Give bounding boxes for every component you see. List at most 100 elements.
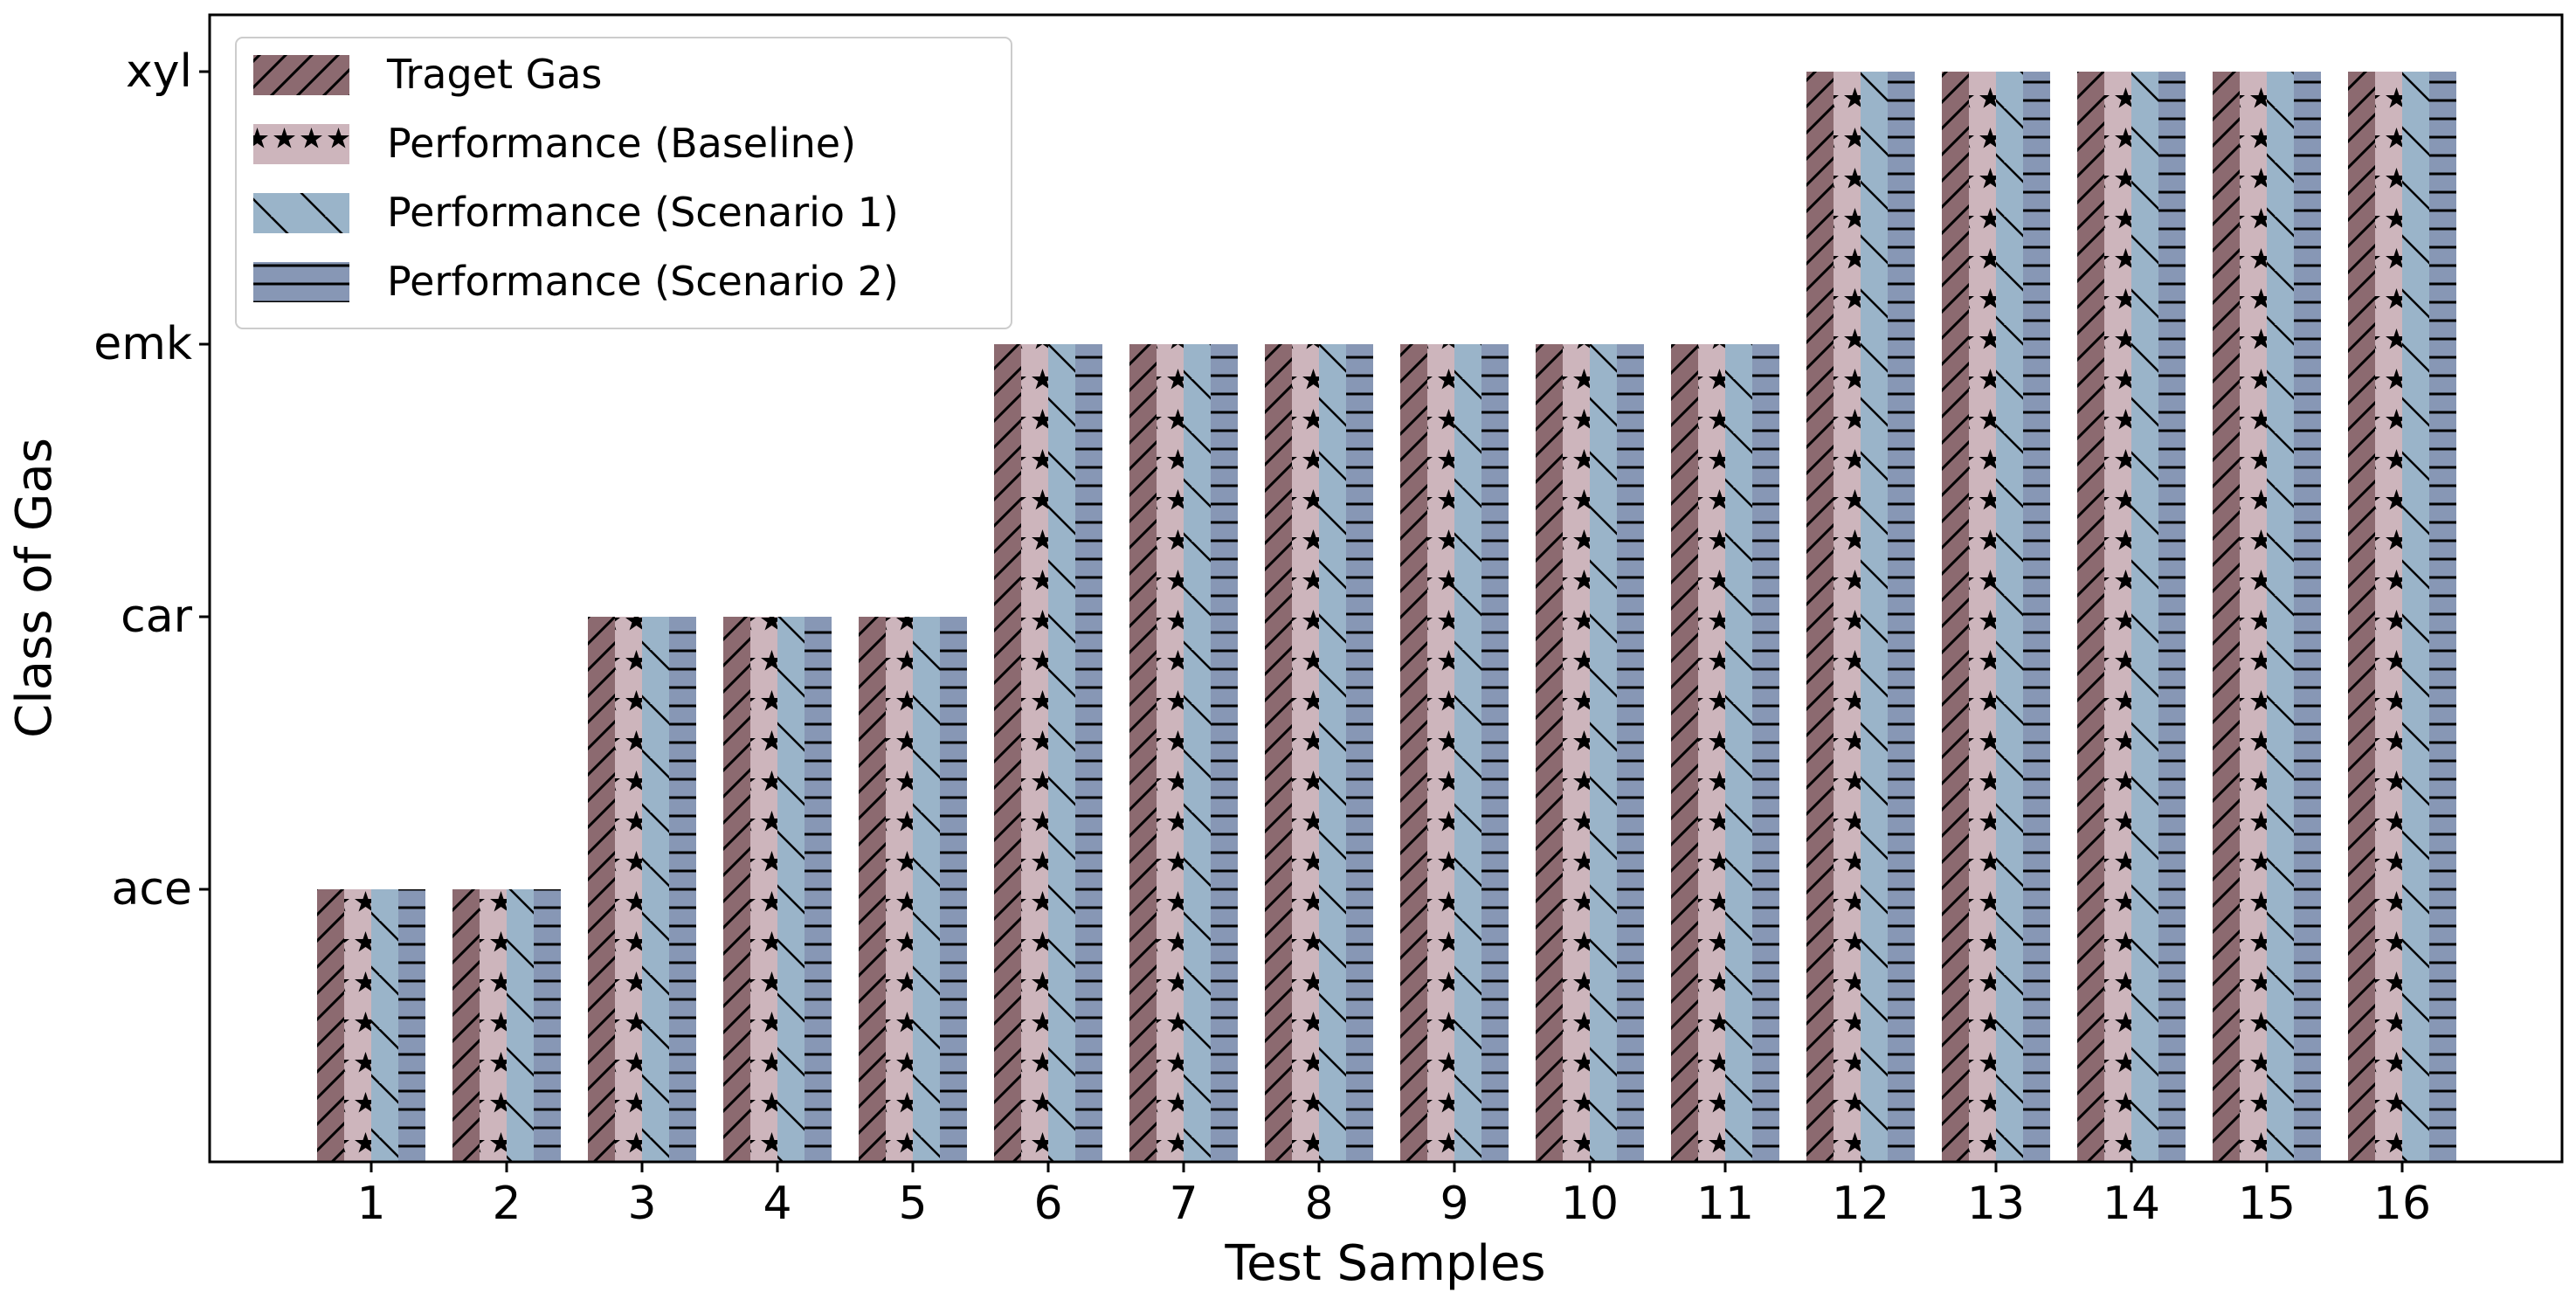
x-tick-label-6: 6 (1033, 1178, 1062, 1230)
bar-sample-13-series-2 (1969, 72, 1996, 1162)
bar-sample-10-series-1 (1536, 344, 1563, 1162)
bar-sample-16-series-4 (2429, 72, 2456, 1162)
bar-sample-11-series-3 (1725, 344, 1752, 1162)
bar-sample-3-series-4 (669, 617, 696, 1162)
bar-sample-8-series-3 (1319, 344, 1346, 1162)
bar-sample-14-series-3 (2131, 72, 2158, 1162)
bar-sample-11-series-4 (1752, 344, 1779, 1162)
bar-sample-5-series-3 (913, 617, 940, 1162)
x-tick-label-5: 5 (898, 1178, 927, 1230)
x-tick-label-12: 12 (1832, 1178, 1889, 1230)
legend-swatch-4 (253, 262, 349, 302)
x-tick-label-11: 11 (1696, 1178, 1754, 1230)
bar-sample-10-series-4 (1617, 344, 1644, 1162)
bar-sample-6-series-4 (1075, 344, 1102, 1162)
y-tick-label-emk: emk (93, 318, 192, 370)
x-tick-label-14: 14 (2103, 1178, 2160, 1230)
bar-sample-7-series-4 (1211, 344, 1238, 1162)
bar-sample-3-series-3 (642, 617, 669, 1162)
bar-sample-2-series-3 (507, 889, 534, 1162)
bar-sample-4-series-1 (723, 617, 750, 1162)
x-tick-label-13: 13 (1967, 1178, 2025, 1230)
bar-sample-7-series-2 (1157, 344, 1184, 1162)
bar-sample-15-series-4 (2294, 72, 2321, 1162)
bar-sample-9-series-1 (1400, 344, 1427, 1162)
bar-sample-16-series-1 (2348, 72, 2375, 1162)
y-tick-label-ace: ace (112, 863, 192, 916)
bar-sample-1-series-4 (398, 889, 425, 1162)
bar-sample-6-series-1 (994, 344, 1021, 1162)
bar-sample-13-series-4 (2023, 72, 2050, 1162)
x-tick-label-2: 2 (492, 1178, 521, 1230)
legend-frame (235, 37, 1012, 329)
bar-sample-14-series-1 (2077, 72, 2104, 1162)
bar-sample-3-series-2 (615, 617, 642, 1162)
x-tick-label-4: 4 (763, 1178, 791, 1230)
bar-sample-12-series-1 (1806, 72, 1834, 1162)
bar-sample-12-series-3 (1861, 72, 1888, 1162)
bar-sample-12-series-4 (1888, 72, 1915, 1162)
bar-sample-6-series-3 (1048, 344, 1075, 1162)
bar-sample-8-series-1 (1265, 344, 1292, 1162)
bar-sample-16-series-3 (2402, 72, 2429, 1162)
x-tick-label-16: 16 (2373, 1178, 2431, 1230)
legend-label-3: Performance (Scenario 1) (387, 189, 899, 236)
x-tick-label-15: 15 (2238, 1178, 2296, 1230)
legend-swatch-1 (253, 55, 349, 95)
bar-sample-5-series-1 (859, 617, 886, 1162)
bar-sample-4-series-3 (777, 617, 805, 1162)
bar-sample-11-series-2 (1698, 344, 1725, 1162)
bar-sample-6-series-2 (1021, 344, 1048, 1162)
x-tick-label-8: 8 (1304, 1178, 1333, 1230)
legend-swatch-3 (253, 193, 349, 233)
bar-sample-16-series-2 (2375, 72, 2402, 1162)
bars-group (317, 72, 2456, 1162)
bar-sample-2-series-4 (534, 889, 561, 1162)
legend: Traget Gas Performance (Baseline) Performa… (235, 37, 1012, 329)
bar-sample-7-series-3 (1184, 344, 1211, 1162)
legend-label-4: Performance (Scenario 2) (387, 258, 899, 305)
x-axis: 1 2 3 4 5 6 7 8 9 10 11 12 13 14 15 16 (356, 1162, 2431, 1230)
x-tick-label-9: 9 (1440, 1178, 1468, 1230)
bar-sample-1-series-1 (317, 889, 344, 1162)
x-tick-label-3: 3 (627, 1178, 656, 1230)
y-axis: ace car emk xyl (93, 45, 210, 916)
legend-label-2: Performance (Baseline) (387, 120, 856, 167)
bar-sample-10-series-3 (1590, 344, 1617, 1162)
bar-sample-15-series-2 (2240, 72, 2267, 1162)
plot-frame (208, 13, 2564, 1164)
bar-sample-9-series-2 (1427, 344, 1454, 1162)
bar-sample-13-series-3 (1996, 72, 2023, 1162)
bar-sample-11-series-1 (1671, 344, 1698, 1162)
bar-sample-1-series-2 (344, 889, 371, 1162)
bar-sample-8-series-2 (1292, 344, 1319, 1162)
legend-label-1: Traget Gas (386, 51, 602, 98)
bar-sample-3-series-1 (588, 617, 615, 1162)
bar-sample-15-series-1 (2213, 72, 2240, 1162)
bar-sample-5-series-2 (886, 617, 913, 1162)
bar-sample-9-series-3 (1454, 344, 1481, 1162)
bar-sample-8-series-4 (1346, 344, 1373, 1162)
bar-sample-14-series-4 (2158, 72, 2186, 1162)
bar-sample-1-series-3 (371, 889, 398, 1162)
bar-sample-15-series-3 (2267, 72, 2294, 1162)
y-tick-label-car: car (121, 591, 192, 643)
bar-sample-10-series-2 (1563, 344, 1590, 1162)
bar-sample-7-series-1 (1129, 344, 1157, 1162)
bar-sample-14-series-2 (2104, 72, 2131, 1162)
x-tick-label-7: 7 (1169, 1178, 1198, 1230)
bar-sample-2-series-1 (452, 889, 480, 1162)
x-tick-label-1: 1 (356, 1178, 385, 1230)
y-tick-label-xyl: xyl (126, 45, 192, 98)
bar-sample-9-series-4 (1481, 344, 1509, 1162)
bar-sample-2-series-2 (480, 889, 507, 1162)
bar-sample-12-series-2 (1834, 72, 1861, 1162)
bar-sample-5-series-4 (940, 617, 967, 1162)
y-axis-title: Class of Gas (6, 438, 63, 738)
legend-swatch-2 (253, 124, 349, 164)
bar-sample-4-series-2 (750, 617, 777, 1162)
bar-sample-4-series-4 (805, 617, 832, 1162)
bar-sample-13-series-1 (1942, 72, 1969, 1162)
x-axis-title: Test Samples (1224, 1235, 1545, 1292)
